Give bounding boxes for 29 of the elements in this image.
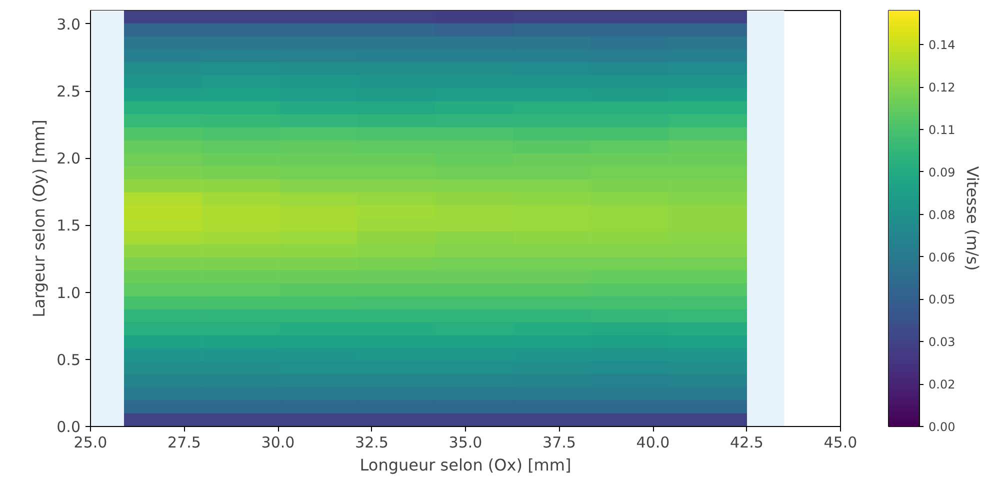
color-bar-label: 0.06	[928, 250, 956, 264]
x-tick-label: 45.0	[824, 434, 858, 452]
color-bar-label: 0.12	[928, 80, 956, 95]
y-tick-label: 0.5	[56, 350, 81, 369]
color-bar-label: 0.14	[928, 38, 956, 52]
x-tick-label: 25.0	[74, 434, 108, 452]
color-bar-label: 0.08	[928, 208, 956, 222]
color-bar-label: 0.09	[928, 165, 956, 180]
x-tick-label: 42.5	[730, 434, 764, 452]
x-axis-title: Longueur selon (Ox) [mm]	[360, 456, 572, 474]
y-tick-label: 3.0	[56, 15, 81, 34]
y-tick-label: 2.0	[56, 150, 81, 168]
x-tick-label: 37.5	[542, 434, 576, 452]
color-bar-label: 0.11	[928, 123, 956, 138]
x-tick-label: 35.0	[448, 434, 482, 452]
x-tick-label: 27.5	[168, 434, 201, 452]
color-bar-label: 0.03	[928, 335, 956, 350]
color-bar-title: Vitesse (m/s)	[963, 166, 982, 271]
color-bar-label: 0.02	[928, 378, 956, 392]
y-tick-label: 1.0	[56, 284, 81, 302]
x-tick-label: 40.0	[636, 434, 670, 452]
x-tick-label: 32.5	[355, 434, 388, 452]
y-axis-title: Largeur selon (Oy) [mm]	[30, 120, 49, 318]
color-bar-label: 0.00	[928, 420, 956, 434]
y-tick-label: 0.0	[56, 418, 81, 436]
y-tick-label: 2.5	[56, 82, 81, 101]
color-bar-label: 0.05	[928, 292, 956, 307]
y-tick-label: 1.5	[56, 216, 81, 235]
x-tick-label: 30.0	[261, 434, 295, 452]
